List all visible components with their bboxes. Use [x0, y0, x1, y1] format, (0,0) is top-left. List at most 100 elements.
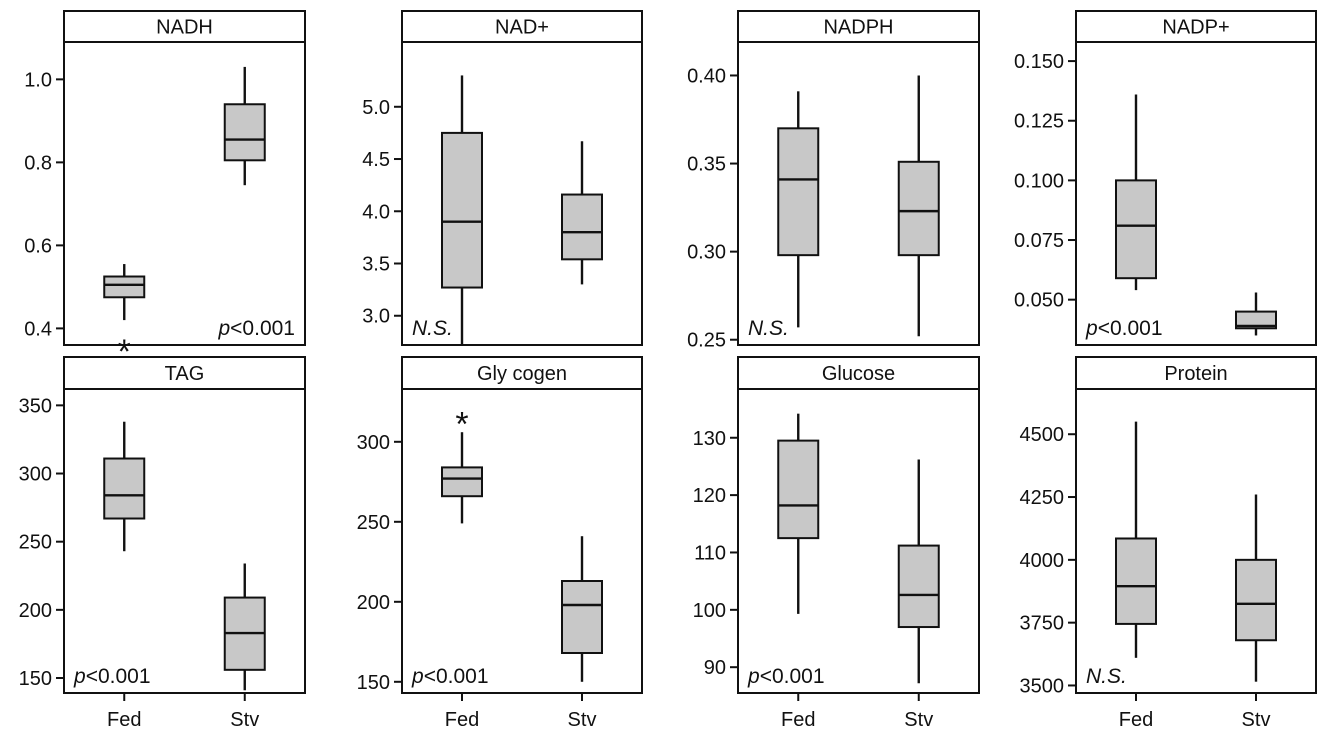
box-fed	[1115, 94, 1157, 291]
y-tick-label: 0.6	[24, 235, 52, 257]
y-tick-label: 0.125	[1014, 111, 1064, 133]
y-tick-label: 4.5	[362, 149, 390, 171]
x-tick-label: Fed	[1119, 709, 1153, 731]
box-fed	[441, 432, 483, 524]
panel-title-strip	[401, 10, 643, 43]
y-tick-label: 100	[693, 600, 726, 622]
significance-label: p<0.001	[217, 317, 295, 340]
y-tick-label: 3500	[1020, 675, 1065, 697]
x-tick-label: Stv	[568, 709, 597, 731]
x-tick-label: Stv	[230, 709, 259, 731]
panel-title: Glucose	[822, 363, 895, 385]
panel-frame	[63, 10, 306, 346]
box-fed	[777, 91, 820, 328]
panel-frame	[737, 10, 980, 346]
iqr-box	[223, 103, 266, 162]
box-stv	[897, 459, 940, 684]
y-tick-label: 3.5	[362, 254, 390, 276]
panel-title-strip	[737, 10, 980, 43]
y-tick-label: 300	[357, 432, 390, 454]
y-tick-label: 4500	[1020, 424, 1065, 446]
y-tick-label: 300	[19, 464, 52, 486]
box-stv	[561, 141, 603, 285]
panel-frame	[401, 10, 643, 346]
y-tick-label: 4000	[1020, 550, 1065, 572]
x-tick-label: Stv	[904, 709, 933, 731]
y-tick-label: 110	[694, 542, 726, 564]
x-tick-label: Fed	[445, 709, 479, 731]
y-tick-label: 5.0	[362, 97, 390, 119]
iqr-box	[1235, 558, 1277, 642]
box-fed	[103, 264, 146, 321]
y-tick-label: 90	[704, 657, 726, 679]
panel-title-strip	[1075, 10, 1317, 43]
y-tick-label: 4.0	[362, 201, 390, 223]
y-tick-label: 0.30	[687, 242, 726, 264]
panel-title: NADH	[156, 17, 213, 39]
panel-nadph: NADPH 0.25 0.30 0.35 0.40 N.S.	[687, 10, 980, 352]
iqr-box	[777, 439, 820, 540]
y-tick-label: 150	[19, 668, 52, 690]
iqr-box	[897, 160, 940, 257]
panel-title: TAG	[165, 363, 205, 385]
box-stv	[1235, 494, 1277, 682]
panel-gly-cogen: Gly cogen 150 200 250 300 * p<0.001 Fed Stv	[357, 356, 643, 731]
panel-nad-: NAD+ 3.0 3.5 4.0 4.5 5.0 N.S.	[362, 10, 643, 346]
y-tick-label: 0.35	[687, 154, 726, 176]
y-tick-label: 250	[357, 512, 390, 534]
panel-title-strip	[401, 356, 643, 390]
box-stv	[1235, 292, 1277, 336]
panel-title-strip	[737, 356, 980, 390]
y-tick-label: 3750	[1020, 613, 1065, 635]
y-tick-label: 0.4	[24, 318, 52, 340]
iqr-box	[1235, 310, 1277, 330]
panel-frame	[63, 356, 306, 694]
iqr-box	[1115, 179, 1157, 280]
box-stv	[223, 563, 266, 691]
panel-frame	[1075, 10, 1317, 346]
panel-title-strip	[1075, 356, 1317, 390]
box-stv	[897, 75, 940, 337]
y-tick-label: 0.150	[1014, 51, 1064, 73]
box-stv	[223, 66, 266, 186]
box-fed	[1115, 421, 1157, 658]
y-tick-label: 4250	[1020, 487, 1065, 509]
panel-title: NAD+	[495, 17, 549, 39]
iqr-box	[103, 275, 146, 299]
panel-frame	[737, 356, 980, 694]
y-tick-label: 200	[357, 592, 390, 614]
significance-label: p<0.001	[1085, 317, 1163, 340]
box-fed	[777, 413, 820, 614]
y-tick-label: 1.0	[24, 69, 52, 91]
y-tick-label: 0.25	[687, 330, 726, 352]
iqr-box	[561, 193, 603, 261]
y-tick-label: 350	[19, 395, 52, 417]
panel-frame	[401, 356, 643, 694]
box-fed	[103, 421, 146, 552]
x-tick-label: Fed	[781, 709, 815, 731]
y-tick-label: 120	[693, 485, 726, 507]
panel-title-strip	[63, 10, 306, 43]
y-tick-label: 0.40	[687, 65, 726, 87]
significance-label: p<0.001	[73, 665, 151, 688]
y-tick-label: 0.075	[1014, 230, 1064, 252]
outlier-marker: *	[455, 405, 468, 443]
significance-label: N.S.	[1086, 665, 1127, 688]
y-tick-label: 200	[19, 600, 52, 622]
significance-label: p<0.001	[747, 665, 825, 688]
panel-glucose: Glucose 90 100 110 120 130 p<0.001 Fed Stv	[693, 356, 980, 731]
iqr-box	[777, 127, 820, 257]
panel-title: NADPH	[823, 17, 893, 39]
y-tick-label: 250	[19, 532, 52, 554]
panel-title: Protein	[1164, 363, 1227, 385]
significance-label: p<0.001	[411, 665, 489, 688]
x-tick-label: Fed	[107, 709, 141, 731]
panel-nadp-: NADP+ 0.050 0.075 0.100 0.125 0.150 p<0.001	[1014, 10, 1317, 346]
panel-title: NADP+	[1162, 17, 1229, 39]
box-stv	[561, 536, 603, 682]
y-tick-label: 130	[693, 428, 726, 450]
iqr-box	[561, 580, 603, 654]
x-tick-label: Stv	[1242, 709, 1271, 731]
